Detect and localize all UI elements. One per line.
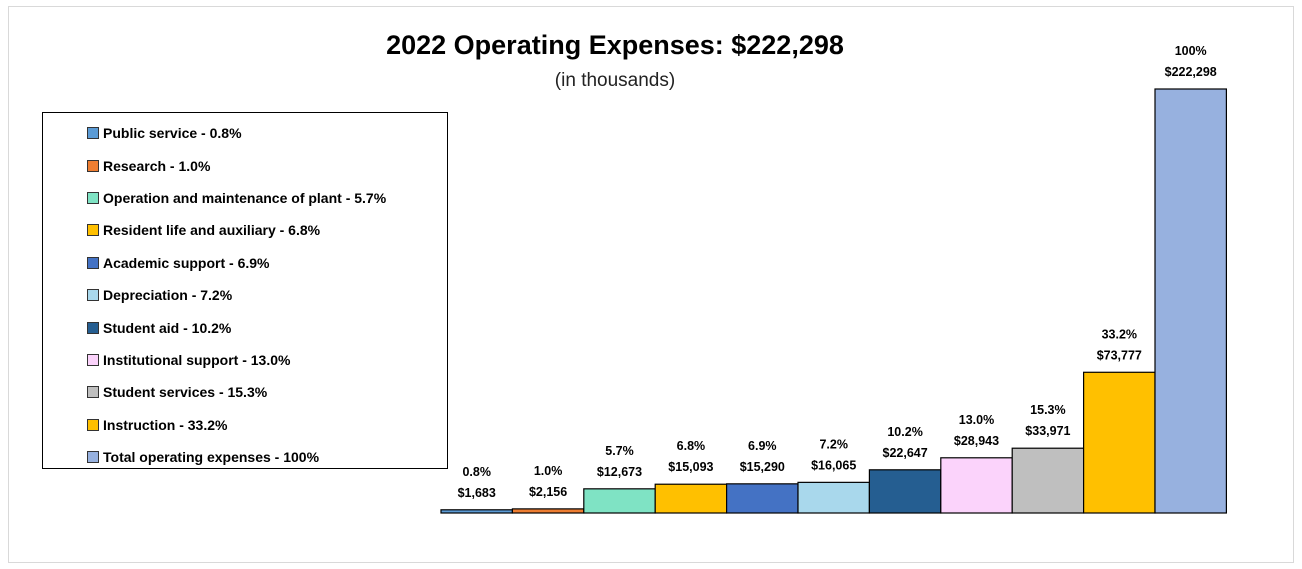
legend-swatch xyxy=(87,191,99,204)
legend-label: Academic support - 6.9% xyxy=(103,254,270,271)
legend-label: Student aid - 10.2% xyxy=(103,319,232,336)
data-label-value: $33,971 xyxy=(1025,424,1070,438)
data-label-value: $1,683 xyxy=(458,486,496,500)
bar xyxy=(940,457,1013,514)
legend-swatch xyxy=(87,159,99,172)
legend-item: Total operating expenses - 100% xyxy=(43,441,447,473)
chart-legend: Public service - 0.8% Research - 1.0% Oper… xyxy=(42,112,448,469)
legend-item: Instruction - 33.2% xyxy=(43,409,447,441)
data-label-percent: 1.0% xyxy=(534,464,563,478)
legend-swatch xyxy=(87,224,99,237)
bar xyxy=(1082,371,1156,514)
bar xyxy=(1011,447,1085,514)
bar xyxy=(440,509,514,514)
legend-label: Resident life and auxiliary - 6.8% xyxy=(103,222,321,239)
legend-item: Depreciation - 7.2% xyxy=(43,279,447,311)
bar xyxy=(725,483,799,514)
data-label-value: $2,156 xyxy=(529,485,567,499)
bar xyxy=(1154,88,1228,514)
data-label-value: $22,647 xyxy=(883,446,928,460)
legend-swatch xyxy=(87,289,99,302)
legend-item: Academic support - 6.9% xyxy=(43,247,447,279)
data-label-percent: 6.9% xyxy=(748,439,777,453)
legend-swatch xyxy=(87,418,99,431)
legend-label: Public service - 0.8% xyxy=(103,125,242,142)
legend-swatch xyxy=(87,451,99,464)
data-label-percent: 0.8% xyxy=(462,465,491,479)
legend-item: Operation and maintenance of plant - 5.7… xyxy=(43,182,447,214)
legend-label: Student services - 15.3% xyxy=(103,384,268,401)
legend-swatch xyxy=(87,386,99,399)
data-label-value: $28,943 xyxy=(954,434,999,448)
data-label-value: $15,093 xyxy=(668,460,713,474)
bar xyxy=(654,483,728,514)
legend-item: Resident life and auxiliary - 6.8% xyxy=(43,214,447,246)
legend-label: Total operating expenses - 100% xyxy=(103,449,320,466)
legend-item: Institutional support - 13.0% xyxy=(43,344,447,376)
data-label-percent: 10.2% xyxy=(887,425,922,439)
data-label-value: $15,290 xyxy=(740,460,785,474)
data-label-percent: 33.2% xyxy=(1102,327,1137,341)
data-label-percent: 6.8% xyxy=(677,439,706,453)
chart-frame xyxy=(8,6,1294,563)
data-label-percent: 15.3% xyxy=(1030,403,1065,417)
data-label-value: $12,673 xyxy=(597,465,642,479)
data-label-value: $73,777 xyxy=(1097,348,1142,362)
data-label-percent: 7.2% xyxy=(819,437,848,451)
legend-label: Operation and maintenance of plant - 5.7… xyxy=(103,189,387,206)
chart-subtitle: (in thousands) xyxy=(554,70,676,91)
data-label-percent: 5.7% xyxy=(605,444,634,458)
data-label-percent: 100% xyxy=(1175,44,1207,58)
bar xyxy=(868,469,942,514)
legend-label: Depreciation - 7.2% xyxy=(103,287,233,304)
bar xyxy=(511,508,585,514)
legend-label: Research - 1.0% xyxy=(103,157,211,174)
legend-item: Research - 1.0% xyxy=(43,149,447,181)
legend-label: Institutional support - 13.0% xyxy=(103,351,291,368)
data-label-value: $222,298 xyxy=(1165,65,1217,79)
legend-item: Public service - 0.8% xyxy=(43,117,447,149)
data-label-value: $16,065 xyxy=(811,458,856,472)
legend-label: Instruction - 33.2% xyxy=(103,416,228,433)
legend-swatch xyxy=(87,321,99,334)
legend-item: Student services - 15.3% xyxy=(43,376,447,408)
data-label-percent: 13.0% xyxy=(959,413,994,427)
legend-item: Student aid - 10.2% xyxy=(43,311,447,343)
bar xyxy=(797,481,871,514)
chart-title: 2022 Operating Expenses: $222,298 xyxy=(386,30,844,60)
legend-swatch xyxy=(87,127,99,140)
legend-swatch xyxy=(87,256,99,269)
legend-swatch xyxy=(87,353,99,366)
bar xyxy=(583,488,656,514)
